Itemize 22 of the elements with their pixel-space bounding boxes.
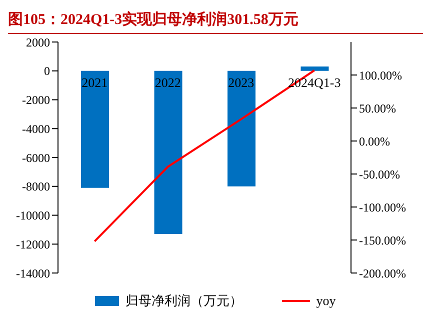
- y2-tick-label: -150.00%: [359, 233, 406, 248]
- y-tick-label: -12000: [16, 237, 50, 252]
- y-tick-label: -8000: [22, 180, 50, 194]
- y2-tick-label: -200.00%: [359, 266, 406, 280]
- y-tick-label: -14000: [16, 266, 50, 280]
- x-tick-label: 2021: [82, 74, 108, 90]
- legend-label: 归母净利润（万元）: [125, 292, 242, 310]
- y-tick-label: -2000: [22, 93, 50, 108]
- y2-tick-label: -100.00%: [359, 200, 406, 214]
- y2-tick-label: 100.00%: [359, 68, 402, 82]
- y-tick-label: -10000: [16, 208, 50, 223]
- y2-tick-label: 0.00%: [359, 134, 390, 148]
- y-tick-label: 2000: [26, 35, 50, 50]
- y-tick-label: -4000: [22, 122, 50, 136]
- y-tick-label: 0: [44, 64, 50, 78]
- y-tick-label: -6000: [22, 150, 50, 165]
- y2-tick-label: 50.00%: [359, 101, 396, 116]
- legend-label: yoy: [316, 293, 336, 309]
- chart-title: 图105：2024Q1-3实现归母净利润301.58万元: [8, 8, 423, 34]
- x-tick-label: 2023: [228, 74, 254, 90]
- x-tick-label: 2022: [154, 74, 181, 90]
- y2-tick-label: -50.00%: [359, 167, 400, 182]
